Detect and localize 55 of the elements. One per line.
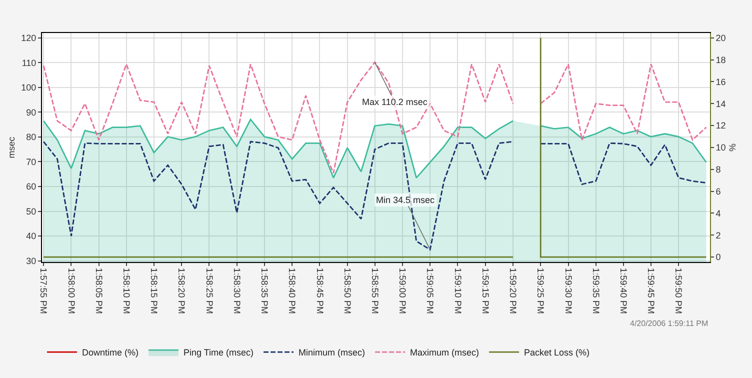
x-tick-label: 1:59:15 PM — [480, 268, 490, 314]
y-axis-title: msec — [6, 136, 17, 158]
x-tick-label: 1:58:05 PM — [94, 268, 104, 314]
x-tick-label: 1:58:40 PM — [287, 268, 298, 314]
x-tick-label: 1:58:00 PM — [66, 268, 76, 314]
y-tick-label: 100 — [21, 82, 36, 93]
legend-label: Downtime (%) — [82, 348, 139, 358]
x-tick-label: 1:59:35 PM — [590, 268, 601, 314]
y2-tick-label: 8 — [716, 164, 721, 175]
legend-label: Minimum (msec) — [298, 348, 366, 358]
legend-label: Ping Time (msec) — [184, 348, 254, 358]
x-tick-label: 1:59:00 PM — [398, 268, 408, 314]
legend-label: Packet Loss (%) — [524, 348, 590, 358]
y-tick-label: 30 — [26, 256, 36, 266]
x-tick-label: 1:59:10 PM — [452, 268, 463, 314]
y2-axis-title: % — [728, 143, 738, 152]
y-tick-label: 40 — [26, 231, 36, 242]
y-tick-label: 70 — [26, 156, 36, 167]
x-tick-label: 1:58:10 PM — [121, 268, 132, 314]
x-tick-label: 1:59:20 PM — [508, 268, 518, 314]
x-tick-label: 1:58:55 PM — [370, 268, 380, 314]
y-tick-label: 120 — [21, 33, 36, 44]
y-tick-label: 80 — [26, 132, 36, 142]
y-tick-label: 90 — [26, 107, 36, 118]
y2-tick-label: 18 — [716, 54, 726, 65]
y2-tick-label: 16 — [716, 76, 726, 87]
y-tick-label: 110 — [22, 58, 36, 68]
x-tick-label: 1:59:05 PM — [425, 268, 436, 314]
y2-tick-label: 2 — [716, 230, 721, 240]
x-tick-label: 1:58:45 PM — [314, 268, 325, 314]
y2-tick-label: 12 — [716, 120, 726, 131]
x-tick-label: 1:58:15 PM — [149, 268, 160, 314]
annotation: Max 110.2 msec — [362, 97, 428, 107]
x-tick-label: 1:59:30 PM — [563, 268, 574, 314]
y-tick-label: 50 — [26, 206, 36, 216]
y2-tick-label: 4 — [716, 208, 721, 218]
text: 4/20/2006 1:59:11 PM — [630, 319, 708, 328]
x-tick-label: 1:57:55 PM — [38, 268, 49, 314]
x-tick-label: 1:58:35 PM — [260, 268, 270, 314]
x-tick-label: 1:59:40 PM — [618, 268, 628, 314]
legend-label: Maximum (msec) — [410, 348, 480, 358]
y2-tick-label: 14 — [716, 98, 726, 109]
x-tick-label: 1:58:50 PM — [342, 268, 352, 314]
x-tick-label: 1:59:50 PM — [674, 268, 684, 314]
y2-tick-label: 6 — [716, 186, 721, 196]
y2-tick-label: 20 — [716, 32, 726, 43]
x-tick-label: 1:59:45 PM — [646, 268, 656, 314]
y2-tick-label: 10 — [716, 142, 726, 153]
y-tick-label: 60 — [26, 182, 36, 192]
x-tick-label: 1:59:25 PM — [536, 268, 546, 314]
x-tick-label: 1:58:25 PM — [204, 268, 214, 314]
x-tick-label: 1:58:30 PM — [232, 268, 242, 314]
y2-tick-label: 0 — [716, 252, 721, 262]
x-tick-label: 1:58:20 PM — [176, 268, 187, 314]
annotation: Min 34.5 msec — [376, 195, 436, 205]
